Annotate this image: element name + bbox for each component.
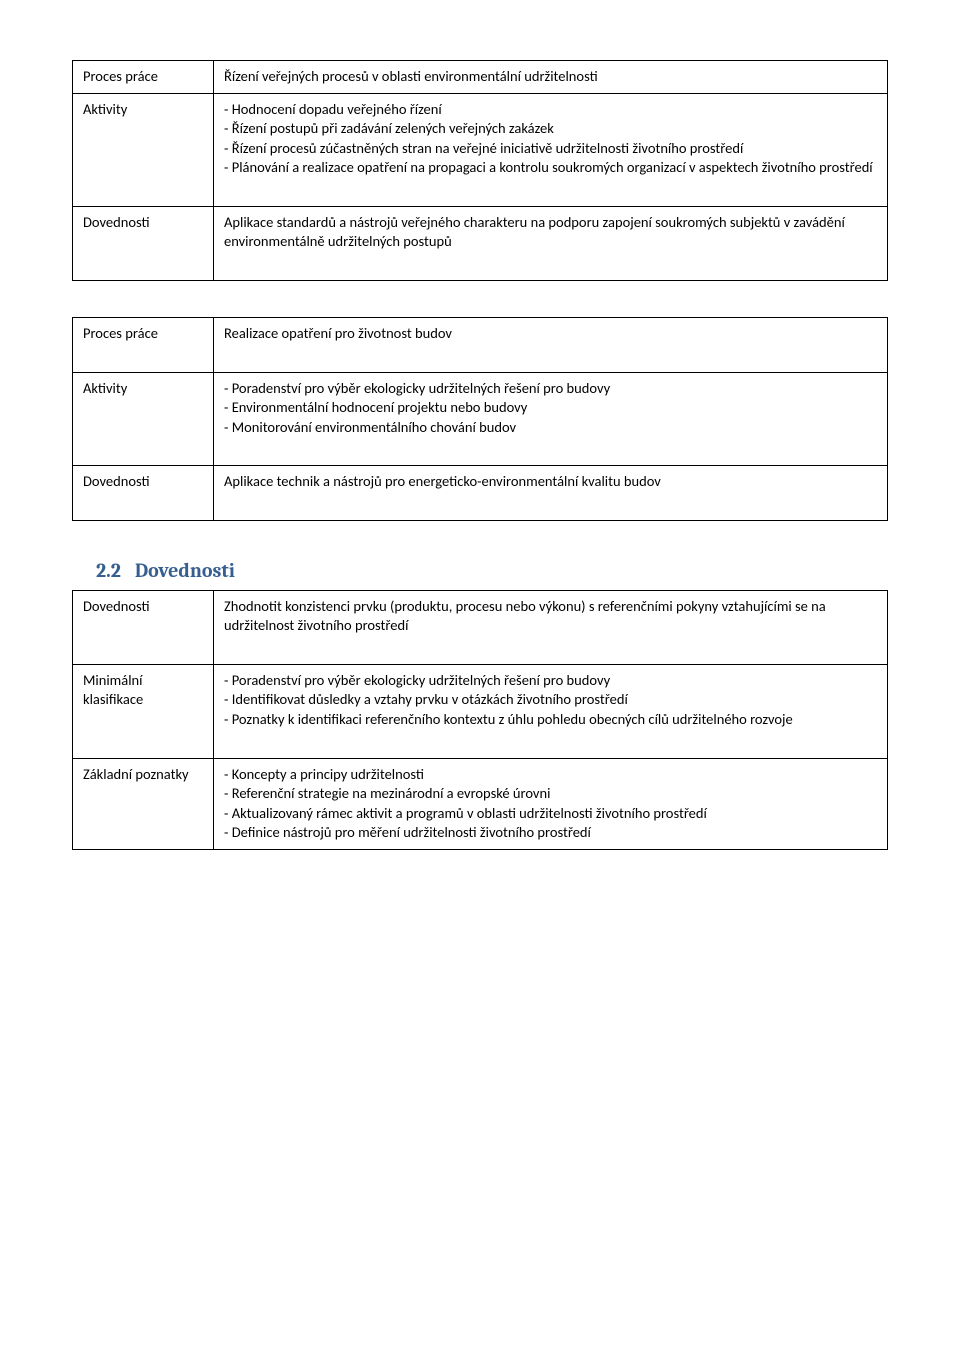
row-label: Základní poznatky (73, 758, 214, 849)
row-content: - Hodnocení dopadu veřejného řízení - Ří… (214, 93, 888, 206)
text-line: - Plánování a realizace opatření na prop… (224, 158, 877, 178)
text-line: - Hodnocení dopadu veřejného řízení (224, 100, 877, 120)
text-line: - Řízení procesů zúčastněných stran na v… (224, 139, 877, 159)
row-label: Dovednosti (73, 206, 214, 280)
table-row: Dovednosti Aplikace technik a nástrojů p… (73, 466, 888, 521)
row-label: Aktivity (73, 372, 214, 466)
table-row: Aktivity - Hodnocení dopadu veřejného ří… (73, 93, 888, 206)
text-line: - Referenční strategie na mezinárodní a … (224, 784, 877, 804)
text-line: - Poradenství pro výběr ekologicky udrži… (224, 671, 877, 691)
text-line: - Koncepty a principy udržitelnosti (224, 765, 877, 785)
text-line: - Řízení postupů při zadávání zelených v… (224, 119, 877, 139)
text-line: - Identifikovat důsledky a vztahy prvku … (224, 690, 877, 710)
row-content: - Koncepty a principy udržitelnosti - Re… (214, 758, 888, 849)
row-content: Řízení veřejných procesů v oblasti envir… (214, 61, 888, 94)
text-line: Zhodnotit konzistenci prvku (produktu, p… (224, 597, 877, 636)
text-line: Aplikace standardů a nástrojů veřejného … (224, 213, 877, 252)
row-content: - Poradenství pro výběr ekologicky udrži… (214, 372, 888, 466)
row-label: Dovednosti (73, 466, 214, 521)
table-row: Aktivity - Poradenství pro výběr ekologi… (73, 372, 888, 466)
table-row: Proces práce Řízení veřejných procesů v … (73, 61, 888, 94)
table-row: Základní poznatky - Koncepty a principy … (73, 758, 888, 849)
heading-number: 2.2 (96, 559, 121, 582)
row-content: - Poradenství pro výběr ekologicky udrži… (214, 664, 888, 758)
row-label: Proces práce (73, 61, 214, 94)
table-row: Dovednosti Zhodnotit konzistenci prvku (… (73, 590, 888, 664)
text-line: - Monitorování environmentálního chování… (224, 418, 877, 438)
row-content: Realizace opatření pro životnost budov (214, 317, 888, 372)
text-line: - Definice nástrojů pro měření udržiteln… (224, 823, 877, 843)
row-content: Zhodnotit konzistenci prvku (produktu, p… (214, 590, 888, 664)
row-content: Aplikace technik a nástrojů pro energeti… (214, 466, 888, 521)
text-line: Řízení veřejných procesů v oblasti envir… (224, 67, 877, 87)
table-row: Dovednosti Aplikace standardů a nástrojů… (73, 206, 888, 280)
row-label: Aktivity (73, 93, 214, 206)
text-line: - Aktualizovaný rámec aktivit a programů… (224, 804, 877, 824)
table-2: Proces práce Realizace opatření pro živo… (72, 317, 888, 521)
section-heading: 2.2 Dovednosti (96, 557, 888, 584)
row-label: Dovednosti (73, 590, 214, 664)
text-line: - Poznatky k identifikaci referenčního k… (224, 710, 877, 730)
text-line: Aplikace technik a nástrojů pro energeti… (224, 472, 877, 492)
table-row: Minimální klasifikace - Poradenství pro … (73, 664, 888, 758)
text-line: - Environmentální hodnocení projektu neb… (224, 398, 877, 418)
text-line: - Poradenství pro výběr ekologicky udrži… (224, 379, 877, 399)
text-line: Realizace opatření pro životnost budov (224, 324, 877, 344)
row-content: Aplikace standardů a nástrojů veřejného … (214, 206, 888, 280)
row-label: Minimální klasifikace (73, 664, 214, 758)
row-label: Proces práce (73, 317, 214, 372)
table-row: Proces práce Realizace opatření pro živo… (73, 317, 888, 372)
table-3: Dovednosti Zhodnotit konzistenci prvku (… (72, 590, 888, 850)
table-1: Proces práce Řízení veřejných procesů v … (72, 60, 888, 281)
heading-title: Dovednosti (135, 559, 235, 582)
